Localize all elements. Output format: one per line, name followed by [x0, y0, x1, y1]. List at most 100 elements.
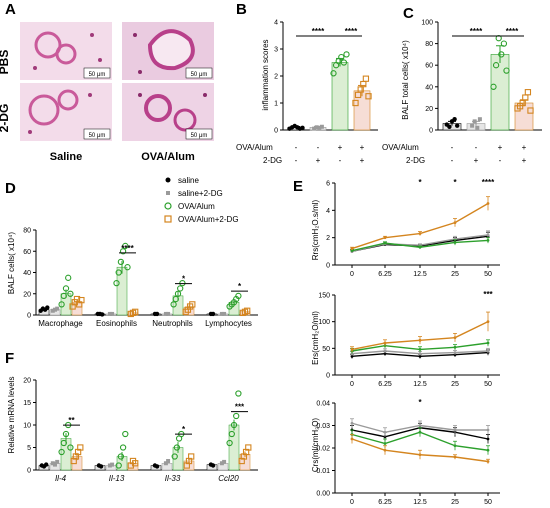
data-point: [475, 125, 480, 130]
significance-label: ***: [483, 290, 493, 299]
significance-label: *: [453, 178, 457, 187]
y-tick-label-B: 2: [274, 74, 278, 81]
data-point: [50, 461, 55, 466]
data-point: [340, 59, 348, 66]
micrograph-2dg-saline: [20, 83, 112, 141]
scale-bar-4: 50 μm: [191, 133, 208, 139]
y-tick-label-D: 60: [23, 249, 31, 256]
data-point: [383, 442, 387, 445]
data-point: [107, 463, 112, 468]
x-tick-label-E2: 6.25: [378, 381, 392, 388]
micrograph-2dg-ova: [122, 83, 214, 141]
category-label: Il-33: [165, 474, 181, 483]
treatment-mark: +: [498, 143, 503, 152]
significance-label: *: [418, 398, 422, 407]
data-point: [55, 306, 60, 311]
significance-label: ***: [235, 403, 245, 412]
treatment-mark: +: [522, 143, 527, 152]
treatment-mark: -: [339, 156, 342, 165]
data-point: [350, 437, 354, 441]
data-point: [447, 124, 452, 129]
legend-d: saline saline+2-DG OVA/Alum OVA/Alum+2-D…: [164, 176, 239, 224]
data-point: [486, 341, 490, 345]
y-axis-label-f: Relative mRNA levels: [7, 377, 16, 454]
panel-c-balf-total-cells: C BALF total cells( x10⁴) OVA/Alum 2-DG …: [382, 5, 542, 165]
data-point: [219, 461, 224, 466]
data-point: [122, 242, 129, 250]
data-point: [244, 307, 251, 314]
y-tick-label-F: 15: [23, 400, 31, 407]
data-point: [486, 349, 490, 353]
treatment-mark: +: [338, 143, 343, 152]
significance-label: ****: [482, 178, 495, 187]
legend-item-ova: OVA/Alum: [178, 202, 215, 211]
data-point: [230, 421, 238, 429]
scale-bar-2: 50 μm: [191, 72, 208, 78]
data-point: [78, 296, 85, 304]
data-point: [477, 117, 482, 122]
data-point: [350, 249, 354, 253]
y-axis-label-d: BALF cells( x10⁴): [7, 232, 16, 294]
panel-e-lung-function: E Rrs(cmH₂O.s/ml) Ers(cmH₂O/ml) Crs(ml/c…: [293, 178, 500, 506]
data-point: [452, 117, 457, 122]
data-point: [314, 125, 319, 130]
y-tick-label-D: 40: [23, 270, 31, 277]
y-tick-label-F: 20: [23, 378, 31, 385]
x-tick-label-E2: 50: [484, 381, 492, 388]
data-point: [350, 352, 354, 356]
data-point: [383, 448, 387, 452]
data-point: [418, 430, 422, 434]
row-label-2dg: 2-DG: [0, 104, 11, 133]
data-point: [350, 354, 354, 358]
data-point: [418, 354, 422, 358]
data-point: [119, 248, 127, 255]
treatment-mark: -: [295, 156, 298, 165]
data-point: [500, 40, 508, 47]
x-tick-label-E3: 50: [484, 499, 492, 506]
panel-f-label: F: [5, 350, 14, 367]
y-tick-label-E3: 0.02: [316, 446, 330, 453]
data-point: [53, 462, 57, 467]
data-point: [418, 245, 422, 249]
y-tick-label-E3: 0.03: [316, 423, 330, 430]
data-point: [228, 430, 235, 438]
data-point: [171, 453, 178, 460]
legend-item-ova-2dg: OVA/Alum+2-DG: [178, 215, 239, 224]
data-point: [472, 119, 477, 124]
x-tick-label-E1: 0: [350, 271, 354, 278]
data-point: [124, 264, 131, 271]
data-point: [210, 463, 216, 468]
data-point: [45, 305, 50, 310]
y-tick-label-E1: 4: [326, 208, 330, 215]
data-point: [62, 430, 70, 438]
data-point: [453, 241, 457, 244]
y-tick-label-F: 0: [27, 468, 31, 475]
treatment-mark: +: [360, 143, 365, 152]
y-tick-label-C: 40: [425, 84, 433, 91]
data-point: [166, 311, 171, 316]
data-point: [166, 459, 171, 463]
data-point: [115, 462, 122, 469]
y-tick-label-E3: 0.00: [316, 491, 330, 498]
data-point: [453, 428, 457, 432]
series-line-E1-1: [351, 234, 489, 253]
data-point: [352, 99, 359, 107]
data-point: [154, 464, 160, 469]
treatment-mark: -: [317, 143, 320, 152]
treatment-mark: +: [474, 156, 479, 165]
data-point: [117, 258, 125, 266]
category-label: Ccl20: [218, 474, 239, 483]
category-label: Neutrophils: [152, 319, 192, 328]
data-point: [245, 444, 252, 451]
y-tick-label-B: 3: [274, 47, 278, 54]
data-point: [383, 241, 387, 245]
data-point: [177, 285, 184, 292]
panel-c-label: C: [403, 5, 414, 22]
data-point: [486, 437, 490, 441]
y-tick-label-F: 5: [27, 445, 31, 452]
x-tick-label-E1: 6.25: [378, 271, 392, 278]
panel-e-label: E: [293, 178, 303, 195]
col-label-ova: OVA/Alum: [141, 151, 195, 163]
data-point: [163, 311, 168, 316]
panel-b-inflammation-scores: B inflammation scores OVA/Alum 2-DG - - …: [236, 1, 378, 165]
